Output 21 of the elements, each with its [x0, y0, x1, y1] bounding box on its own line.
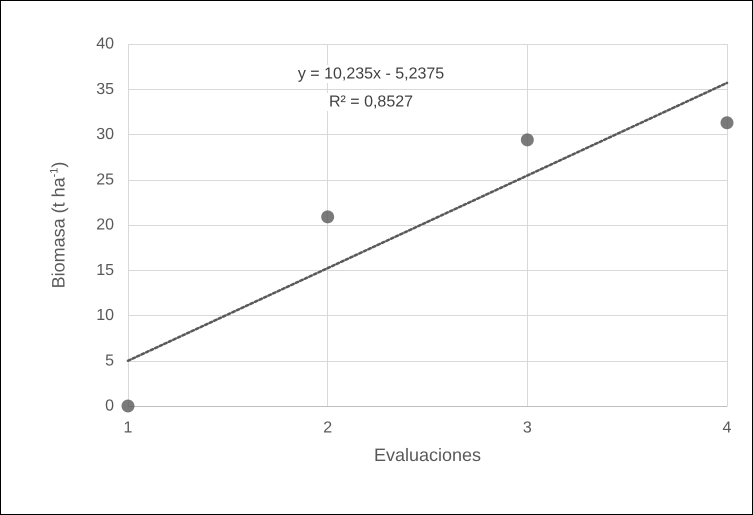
point	[321, 210, 334, 224]
y-tick-label: 5	[105, 352, 114, 370]
point	[122, 400, 134, 412]
y-tick-label: 10	[96, 307, 114, 324]
x-tick-label: 2	[323, 420, 332, 436]
x-axis-title: Evaluaciones	[374, 445, 482, 465]
y-tick-label: 30	[96, 126, 114, 143]
y-tick-label: 35	[96, 80, 114, 98]
y-tick-label: 20	[96, 216, 114, 234]
x-tick-label: 4	[722, 420, 732, 436]
x-tick-label: 1	[124, 420, 133, 436]
y-axis-title: Biomasa (t ha-1)	[48, 162, 68, 288]
y-tick-label: 0	[105, 398, 114, 414]
x-tick-label: 3	[522, 420, 532, 436]
y-tick-label: 40	[96, 36, 114, 52]
y-tick-label: 25	[96, 171, 114, 188]
annotation: y = 10,235x - 5,2375	[298, 66, 444, 82]
point	[720, 116, 734, 130]
annotation: R² = 0,8527	[328, 94, 414, 110]
point	[520, 133, 534, 146]
y-tick-label: 15	[96, 262, 114, 279]
